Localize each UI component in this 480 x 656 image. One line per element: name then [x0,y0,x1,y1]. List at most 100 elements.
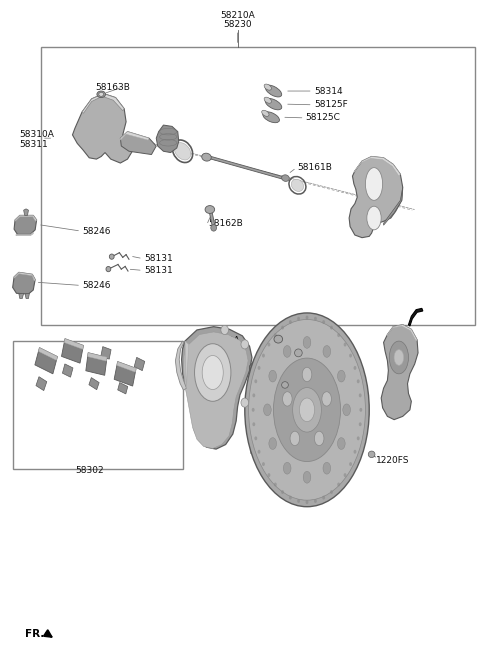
Text: 58244: 58244 [208,346,237,355]
Ellipse shape [291,179,303,192]
Text: 58161B: 58161B [298,163,332,172]
Ellipse shape [106,266,111,272]
Polygon shape [120,132,149,140]
Polygon shape [181,327,252,449]
Ellipse shape [306,500,309,504]
Ellipse shape [282,174,289,182]
Ellipse shape [290,431,300,445]
Ellipse shape [274,358,340,462]
Ellipse shape [368,451,375,458]
Ellipse shape [241,340,249,349]
Polygon shape [250,358,258,454]
Ellipse shape [252,394,255,398]
Text: 1220FS: 1220FS [376,456,410,464]
Polygon shape [88,353,107,361]
Ellipse shape [359,422,361,426]
Ellipse shape [241,398,249,407]
Polygon shape [185,341,189,388]
Text: 57725A: 57725A [283,336,318,345]
Polygon shape [101,346,111,359]
Ellipse shape [202,154,211,161]
Polygon shape [89,378,99,390]
Ellipse shape [365,168,383,200]
Ellipse shape [274,333,277,337]
Ellipse shape [174,142,191,160]
Text: FR.: FR. [24,629,44,640]
Ellipse shape [314,317,317,321]
Ellipse shape [337,370,345,382]
Ellipse shape [297,317,300,321]
Bar [41,47,475,325]
Polygon shape [64,338,84,349]
Bar [12,341,182,469]
Text: 58125F: 58125F [314,100,348,110]
Ellipse shape [264,84,271,90]
Polygon shape [36,377,47,390]
Ellipse shape [322,392,332,406]
Polygon shape [35,348,58,374]
Polygon shape [14,272,35,281]
Polygon shape [82,94,124,113]
Polygon shape [354,157,400,176]
Ellipse shape [109,254,114,259]
Text: 58243A: 58243A [205,336,240,345]
Polygon shape [114,361,136,386]
Ellipse shape [274,335,283,343]
Text: 58311: 58311 [19,140,48,149]
Ellipse shape [297,499,300,503]
Ellipse shape [283,392,292,406]
Polygon shape [381,325,418,420]
Polygon shape [19,293,24,298]
Ellipse shape [323,462,331,474]
Ellipse shape [289,320,292,324]
Ellipse shape [357,436,360,440]
Ellipse shape [265,98,282,110]
Ellipse shape [330,325,333,329]
Ellipse shape [337,333,340,337]
Polygon shape [16,232,33,236]
Ellipse shape [314,499,317,503]
Ellipse shape [337,483,340,487]
Polygon shape [134,358,145,371]
Ellipse shape [258,450,261,454]
Ellipse shape [221,325,228,335]
Ellipse shape [254,379,257,383]
Text: 58310A: 58310A [19,131,54,139]
Ellipse shape [281,325,284,329]
Ellipse shape [262,462,265,466]
Ellipse shape [262,110,269,116]
Polygon shape [408,308,423,326]
Ellipse shape [303,472,311,483]
Ellipse shape [306,316,309,319]
Polygon shape [349,157,403,237]
Polygon shape [24,209,28,215]
Ellipse shape [289,496,292,500]
Ellipse shape [282,382,288,388]
Ellipse shape [293,388,322,432]
Ellipse shape [258,366,261,370]
Text: 58246: 58246 [82,226,110,236]
Ellipse shape [205,205,215,213]
Ellipse shape [360,408,362,412]
Ellipse shape [349,354,352,358]
Ellipse shape [99,92,104,96]
Ellipse shape [264,404,271,416]
Ellipse shape [300,398,315,422]
Polygon shape [61,338,84,363]
Ellipse shape [359,394,361,398]
Ellipse shape [252,422,255,426]
Polygon shape [62,364,73,377]
Ellipse shape [337,438,345,449]
Ellipse shape [349,462,352,466]
Ellipse shape [354,366,357,370]
Ellipse shape [322,496,325,500]
Ellipse shape [357,379,360,383]
Ellipse shape [264,97,271,103]
Ellipse shape [202,356,223,390]
Ellipse shape [194,344,231,401]
Ellipse shape [330,490,333,494]
Polygon shape [38,348,58,360]
Text: 58246: 58246 [82,281,110,290]
Ellipse shape [245,313,369,506]
Ellipse shape [97,91,106,98]
